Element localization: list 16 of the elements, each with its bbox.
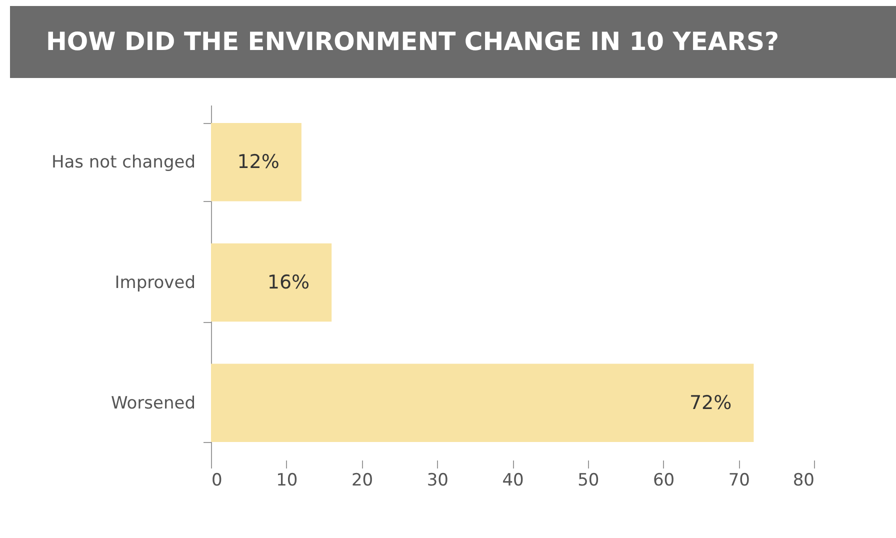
x-tick-label: 80 [792, 470, 814, 490]
data-label: 72% [689, 392, 732, 414]
x-tick-label: 20 [351, 470, 374, 490]
data-label: 12% [237, 151, 280, 174]
y-tick-label: Has not changed [51, 152, 196, 173]
x-tick-label: 40 [502, 470, 524, 490]
data-label: 16% [267, 272, 310, 294]
x-tick-label: 0 [212, 470, 222, 490]
chart-title: HOW DID THE ENVIRONMENT CHANGE IN 10 YEARS? [10, 6, 896, 78]
y-tick-label: Improved [114, 273, 196, 293]
x-tick-label: 10 [276, 470, 298, 490]
y-tick-label: Worsened [110, 393, 196, 414]
x-tick-label: 70 [728, 470, 750, 490]
x-tick-label: 60 [652, 470, 675, 490]
x-tick-label: 50 [578, 470, 600, 490]
x-tick-label: 30 [426, 470, 448, 490]
